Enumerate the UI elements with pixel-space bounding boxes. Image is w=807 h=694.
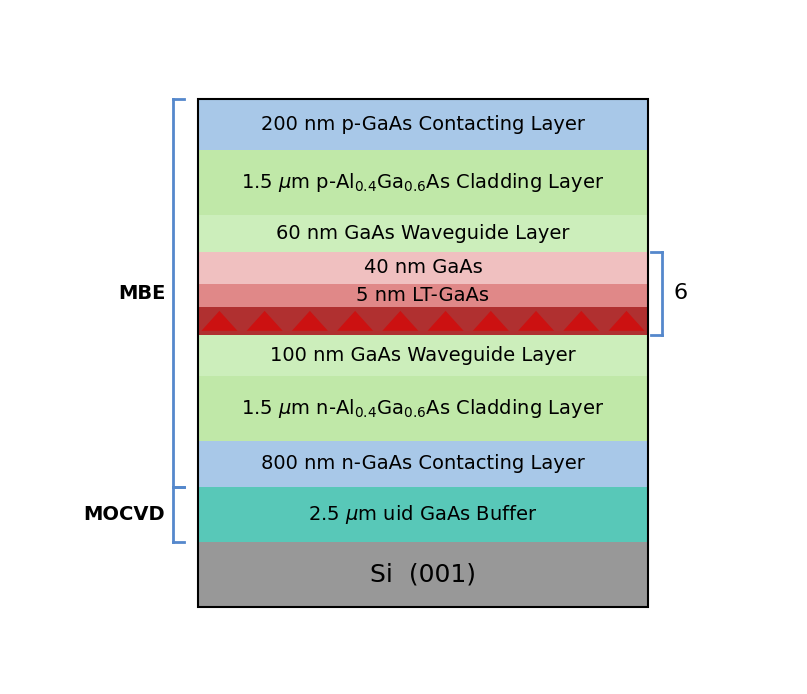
Polygon shape [292,311,328,331]
Text: 100 nm GaAs Waveguide Layer: 100 nm GaAs Waveguide Layer [270,346,576,365]
Text: 2.5 $\mu$m uid GaAs Buffer: 2.5 $\mu$m uid GaAs Buffer [308,503,537,526]
Text: 1.5 $\mu$m n-Al$_{0.4}$Ga$_{0.6}$As Cladding Layer: 1.5 $\mu$m n-Al$_{0.4}$Ga$_{0.6}$As Clad… [241,397,604,420]
Polygon shape [337,311,373,331]
Text: 60 nm GaAs Waveguide Layer: 60 nm GaAs Waveguide Layer [276,223,570,243]
Text: Si  (001): Si (001) [370,563,476,586]
Polygon shape [473,311,509,331]
Text: 200 nm p-GaAs Contacting Layer: 200 nm p-GaAs Contacting Layer [261,115,585,134]
Bar [198,543,648,607]
Text: 1.5 $\mu$m p-Al$_{0.4}$Ga$_{0.6}$As Cladding Layer: 1.5 $\mu$m p-Al$_{0.4}$Ga$_{0.6}$As Clad… [241,171,604,194]
Text: 6: 6 [673,283,688,303]
Text: MBE: MBE [118,284,165,303]
Text: MOCVD: MOCVD [84,505,165,524]
Polygon shape [383,311,418,331]
Polygon shape [428,311,463,331]
Polygon shape [608,311,645,331]
Bar [198,376,648,441]
Bar [198,214,648,252]
Polygon shape [518,311,554,331]
Bar [198,252,648,284]
Text: 800 nm n-GaAs Contacting Layer: 800 nm n-GaAs Contacting Layer [261,455,585,473]
Bar [198,307,648,335]
Bar [198,487,648,543]
Text: 40 nm GaAs: 40 nm GaAs [364,258,483,278]
Polygon shape [247,311,282,331]
Polygon shape [202,311,237,331]
Bar [198,150,648,214]
Bar [198,99,648,150]
Bar [198,335,648,376]
Bar [198,441,648,487]
Bar [198,99,648,607]
Bar [198,284,648,307]
Text: 5 nm LT-GaAs: 5 nm LT-GaAs [357,286,490,305]
Polygon shape [563,311,600,331]
